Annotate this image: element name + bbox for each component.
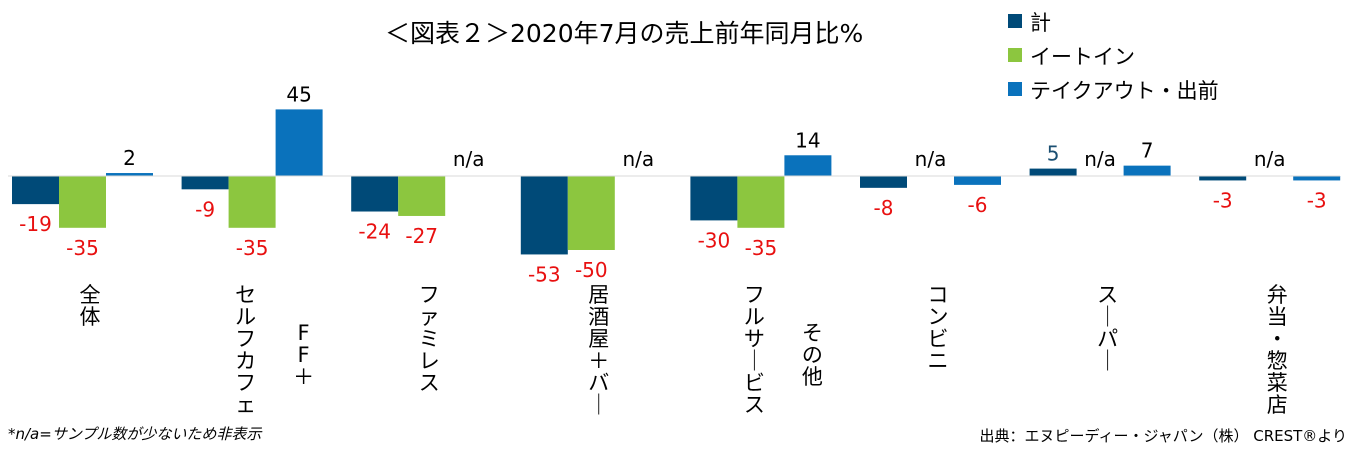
value-label-1-1: -19 bbox=[19, 212, 52, 236]
value-label-1-2: -35 bbox=[66, 236, 99, 260]
bar-5-2 bbox=[737, 176, 785, 228]
category-label-1: 全体 bbox=[80, 283, 101, 329]
chart-title: ＜図表２＞2020年7月の売上前年同月比% bbox=[385, 19, 863, 48]
value-label-4-1: -53 bbox=[528, 262, 561, 286]
value-label-3-2: -27 bbox=[405, 224, 438, 248]
value-label-5-1: -30 bbox=[698, 228, 731, 252]
value-label-6-1: -8 bbox=[874, 196, 894, 220]
bar-1-2 bbox=[59, 176, 106, 228]
category-sublabel-2: F F ＋ bbox=[293, 321, 314, 389]
bar-5-3 bbox=[784, 155, 832, 176]
value-label-7-1: 5 bbox=[1047, 142, 1060, 166]
bar-4-2 bbox=[567, 176, 615, 250]
category-label-2: セルフカフェ bbox=[235, 283, 256, 417]
value-label-3-1: -24 bbox=[358, 220, 391, 244]
bar-8-3 bbox=[1293, 176, 1341, 181]
category-label-4: 居酒屋＋バ｜ bbox=[588, 283, 609, 417]
bar-6-1 bbox=[860, 176, 907, 188]
value-label-8-1: -3 bbox=[1213, 188, 1233, 212]
bar-7-1 bbox=[1029, 168, 1077, 176]
category-label-7: ス｜パ｜ bbox=[1097, 283, 1118, 373]
bar-4-1 bbox=[520, 176, 568, 255]
category-label-6: コンビニ bbox=[928, 283, 949, 373]
category-label-3: ファミレス bbox=[419, 283, 440, 395]
bar-3-1 bbox=[351, 176, 399, 212]
bar-2-1 bbox=[181, 176, 229, 190]
bar-2-3 bbox=[275, 109, 323, 176]
legend-label-3: テイクアウト・出前 bbox=[1030, 79, 1219, 103]
legend-swatch-1 bbox=[1008, 14, 1022, 28]
value-label-4-3: n/a bbox=[622, 147, 654, 171]
legend-label-2: イートイン bbox=[1030, 45, 1135, 69]
value-label-8-3: -3 bbox=[1307, 188, 1327, 212]
bars-layer bbox=[12, 109, 1341, 255]
value-label-7-3: 7 bbox=[1141, 139, 1154, 163]
legend-label-1: 計 bbox=[1030, 11, 1051, 35]
bar-3-2 bbox=[398, 176, 446, 216]
bar-5-1 bbox=[690, 176, 738, 221]
category-label-5: フルサ｜ビス bbox=[744, 283, 765, 417]
bar-6-3 bbox=[954, 176, 1001, 185]
value-label-6-3: -6 bbox=[968, 193, 988, 217]
value-label-6-2: n/a bbox=[915, 147, 947, 171]
value-label-8-2: n/a bbox=[1254, 147, 1286, 171]
value-label-4-2: -50 bbox=[575, 258, 608, 282]
value-label-3-3: n/a bbox=[453, 147, 485, 171]
value-label-5-2: -35 bbox=[745, 236, 778, 260]
category-sublabel-5: その他 bbox=[802, 321, 823, 389]
category-labels-layer: 全体 セルフカフェ F F ＋ ファミレス 居酒屋＋バ｜ フルサ｜ビス その他 コンビニ ス｜パ｜ 弁… bbox=[80, 283, 1288, 417]
legend-swatch-3 bbox=[1008, 82, 1022, 96]
footnote: *n/a=サンプル数が少ないため非表示 bbox=[8, 425, 262, 443]
value-label-7-2: n/a bbox=[1084, 147, 1116, 171]
bar-1-1 bbox=[12, 176, 59, 205]
bar-8-1 bbox=[1199, 176, 1247, 181]
bar-7-3 bbox=[1123, 165, 1171, 176]
category-label-8: 弁当・惣菜店 bbox=[1267, 283, 1288, 417]
value-label-1-3: 2 bbox=[123, 146, 136, 170]
bar-1-3 bbox=[106, 173, 153, 176]
source-note: 出典：エヌピーディー・ジャパン（株） CREST®より bbox=[979, 427, 1347, 445]
value-label-5-3: 14 bbox=[795, 128, 820, 152]
value-label-2-2: -35 bbox=[236, 236, 269, 260]
value-label-2-1: -9 bbox=[195, 197, 215, 221]
value-label-2-3: 45 bbox=[286, 82, 311, 106]
bar-2-2 bbox=[228, 176, 276, 228]
legend-swatch-2 bbox=[1008, 48, 1022, 62]
